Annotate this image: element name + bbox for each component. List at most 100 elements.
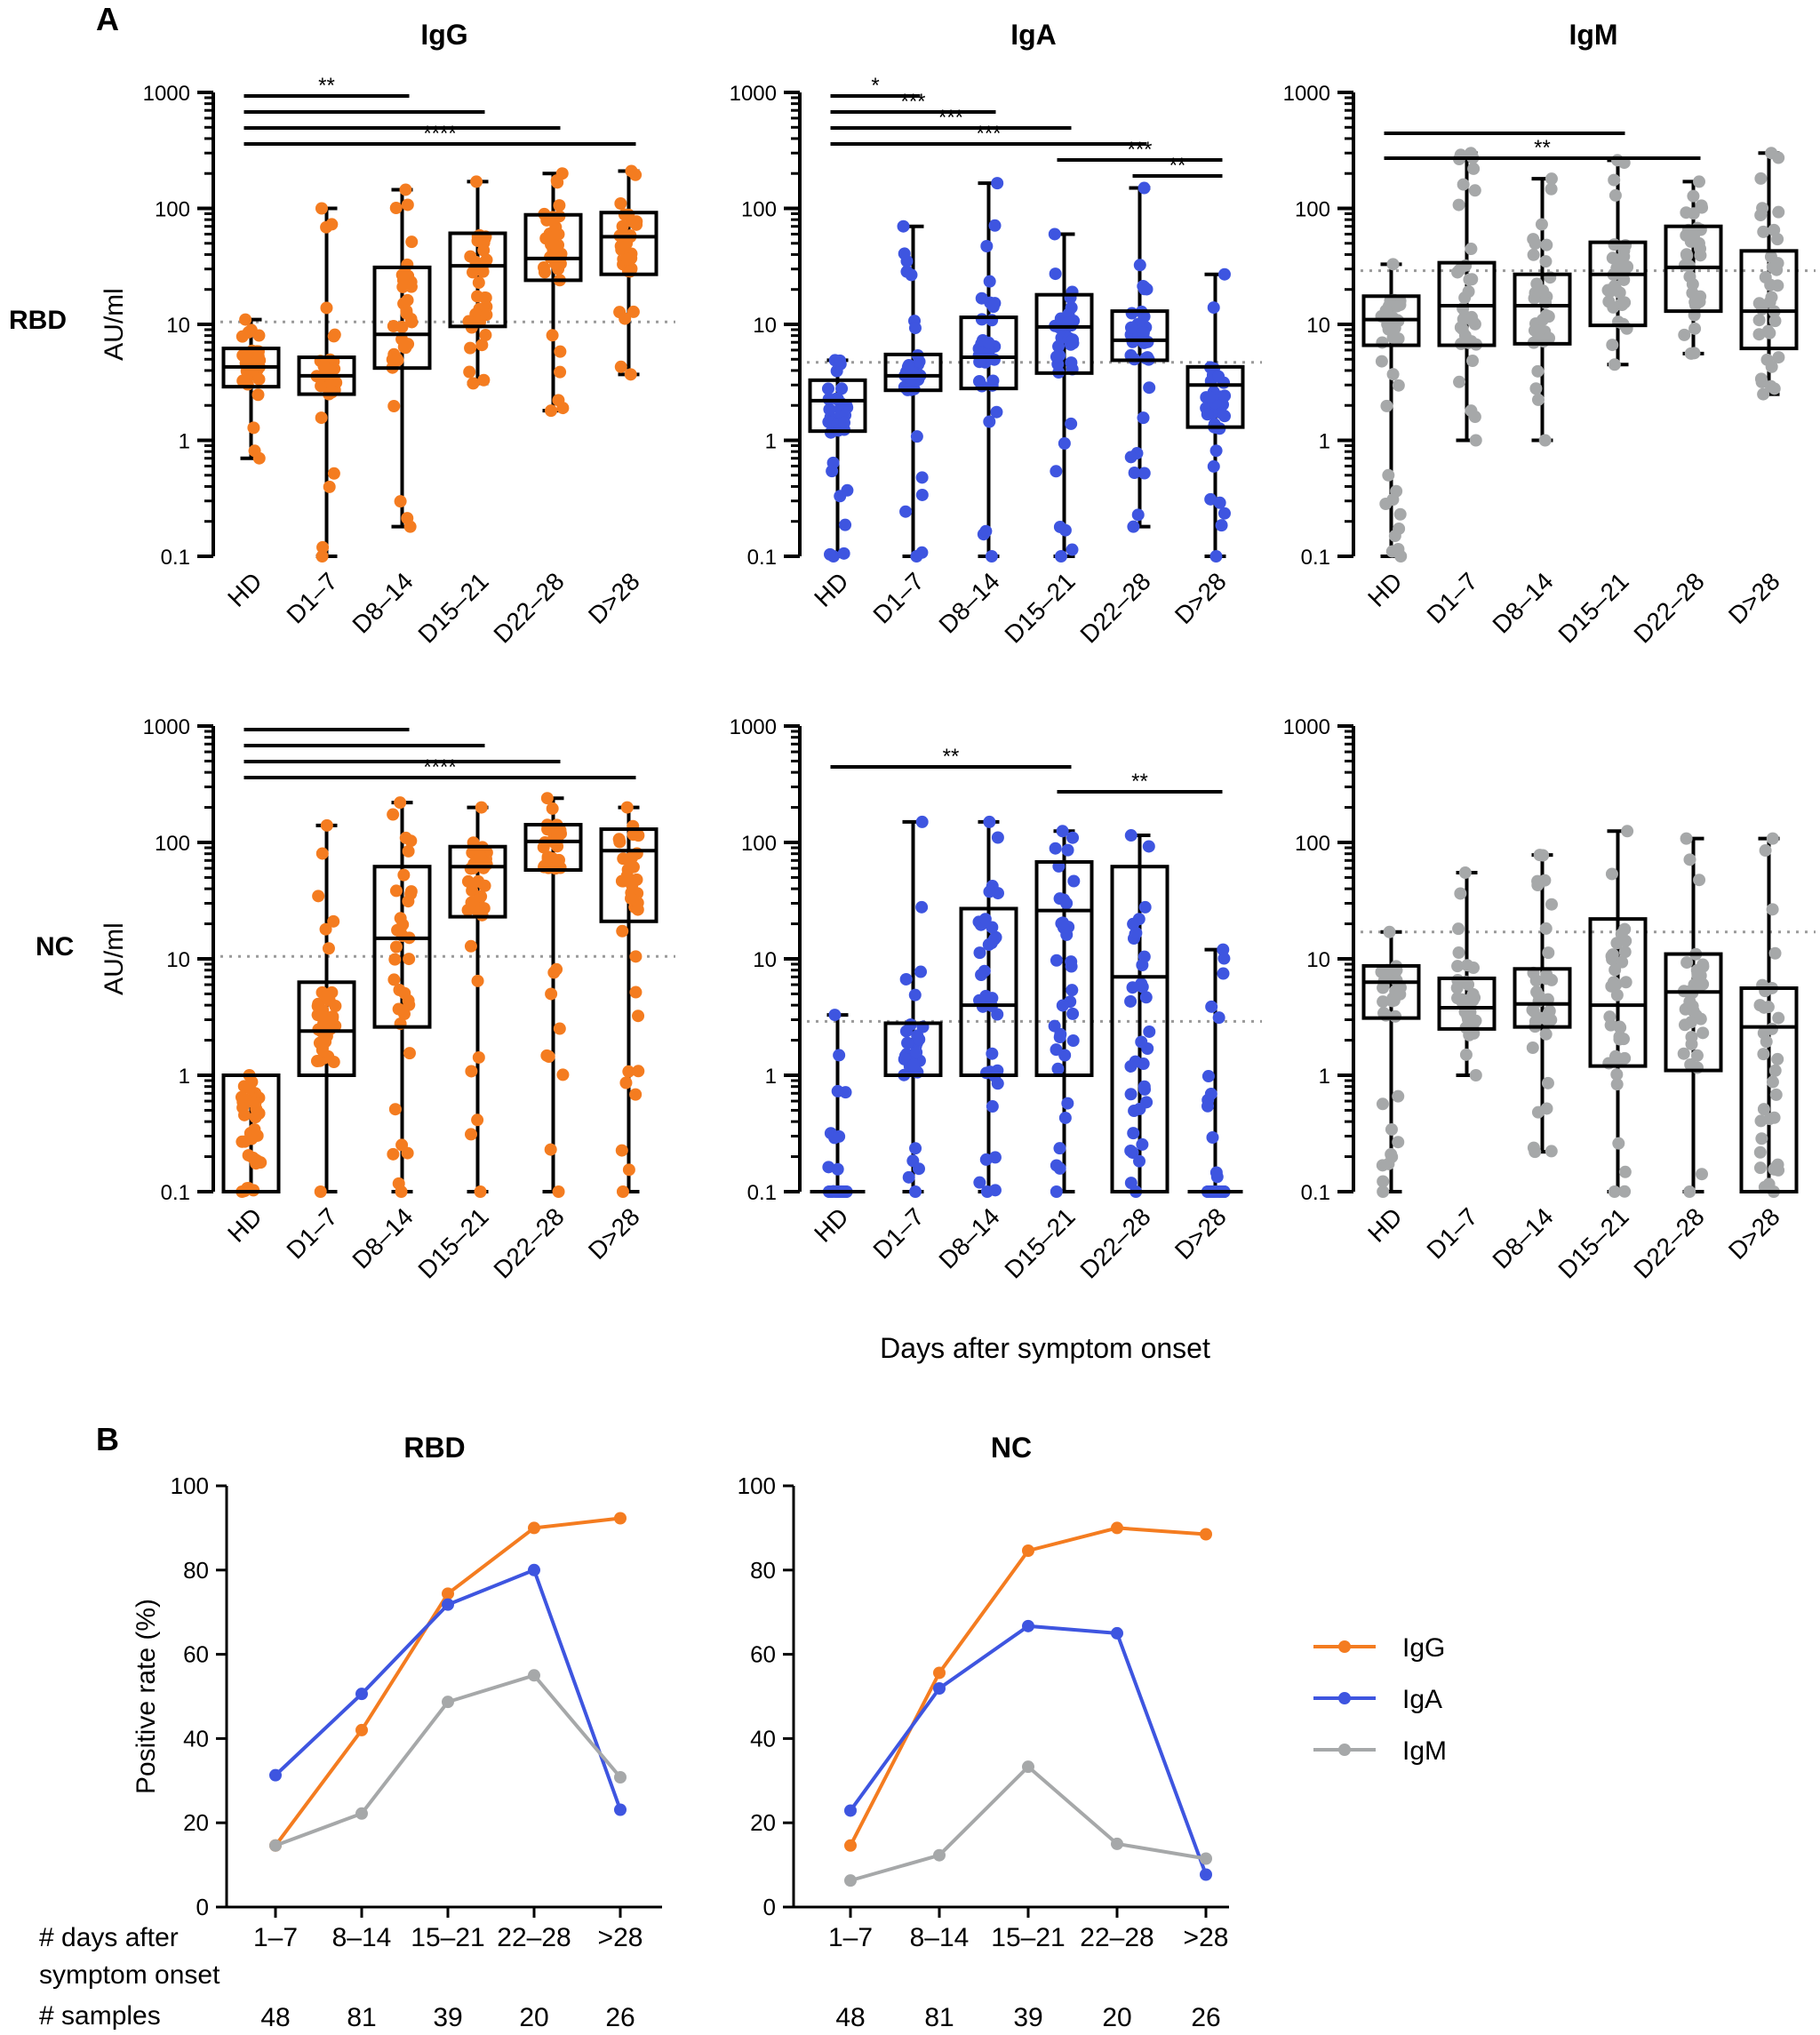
data-point — [625, 214, 638, 227]
data-point — [1451, 992, 1465, 1005]
x-tick-label: D8–14 — [1487, 1202, 1558, 1273]
data-point — [1062, 307, 1075, 321]
data-point — [1605, 283, 1618, 297]
sample-count: 81 — [347, 2003, 376, 2032]
data-point — [908, 988, 922, 1002]
data-point — [1066, 1007, 1080, 1020]
data-point — [552, 227, 565, 241]
significance-label: ** — [943, 745, 960, 769]
data-point — [1531, 364, 1545, 378]
data-point — [1377, 995, 1390, 1009]
data-point — [471, 290, 484, 303]
data-point — [1383, 925, 1396, 938]
data-point — [538, 260, 551, 274]
x-axis-label-line2: symptom onset — [39, 1960, 220, 1990]
data-point — [1066, 984, 1079, 997]
legend-marker-igg — [1338, 1640, 1351, 1653]
data-point — [1058, 436, 1071, 450]
data-point — [833, 1129, 846, 1143]
data-point — [1058, 1049, 1072, 1062]
y-tick-label: 1 — [1319, 1065, 1330, 1089]
data-point — [554, 365, 567, 379]
data-point — [975, 968, 988, 981]
data-point — [913, 355, 926, 368]
data-point — [1696, 1026, 1710, 1040]
data-point — [1768, 946, 1782, 960]
series-point-igm — [528, 1669, 540, 1682]
data-point — [402, 994, 415, 1007]
data-point — [248, 444, 261, 458]
data-point — [1606, 948, 1619, 962]
panel-label-a: A — [96, 1, 119, 37]
data-point — [909, 1142, 922, 1155]
data-point — [1529, 1015, 1542, 1028]
data-point — [1468, 184, 1481, 197]
data-point — [1066, 1034, 1080, 1048]
series-line-igg — [274, 1516, 621, 1847]
data-point — [1539, 972, 1553, 986]
data-point — [1618, 1185, 1632, 1198]
data-point — [1761, 1001, 1775, 1014]
data-point — [1376, 1097, 1389, 1111]
box-iqr — [1110, 865, 1169, 1194]
data-point — [614, 196, 627, 210]
data-point — [1529, 974, 1543, 987]
data-point — [629, 950, 643, 963]
chart-title: IgA — [1010, 19, 1057, 51]
data-point — [1377, 1185, 1390, 1198]
data-point — [1690, 1049, 1704, 1062]
y-tick-label: 1000 — [143, 82, 190, 106]
x-tick-label: D>28 — [583, 567, 645, 629]
data-point — [404, 312, 418, 325]
series-point-iga — [528, 1563, 540, 1576]
data-point — [632, 1010, 645, 1023]
data-point — [310, 1055, 323, 1068]
data-point — [1606, 251, 1619, 265]
data-point — [392, 1177, 405, 1190]
data-point — [546, 329, 559, 342]
data-point — [471, 1113, 484, 1127]
data-point — [1124, 348, 1138, 362]
box-iqr — [1739, 986, 1799, 1194]
series-line-igg — [849, 1526, 1207, 1847]
box-chart-3: 0.1 1 10 100 1000 AU/ml HD D1–7 D8–14D15–21D22–2… — [100, 715, 675, 1284]
data-point — [1138, 950, 1151, 963]
box-iqr — [1110, 309, 1169, 363]
data-point — [1618, 296, 1632, 309]
data-point — [1212, 1011, 1225, 1025]
y-tick-label: 100 — [155, 832, 190, 856]
data-point — [1688, 295, 1702, 308]
data-point — [975, 291, 988, 305]
data-point — [322, 942, 335, 955]
box-iqr — [523, 212, 583, 283]
data-point — [624, 368, 637, 381]
data-point — [235, 330, 249, 343]
data-point — [1541, 1076, 1554, 1089]
data-point — [627, 305, 640, 318]
box-iqr — [1185, 364, 1245, 429]
data-point — [1685, 1037, 1698, 1050]
series-point-igg — [844, 1839, 857, 1852]
data-point — [1755, 1132, 1768, 1145]
box-iqr — [1437, 976, 1497, 1031]
chart-title: RBD — [403, 1432, 465, 1464]
data-point — [550, 962, 563, 976]
y-tick-label: 1000 — [1283, 82, 1330, 106]
x-tick-label: 15–21 — [411, 1923, 484, 1952]
x-axis-label-line1: # days after — [39, 1923, 179, 1952]
data-point — [1772, 151, 1785, 164]
data-point — [1392, 543, 1405, 556]
series-point-igm — [614, 1771, 627, 1784]
data-point — [1539, 1027, 1553, 1041]
data-point — [1693, 874, 1706, 887]
data-point — [1545, 182, 1558, 196]
x-tick-label: D15–21 — [1553, 1202, 1633, 1283]
data-point — [475, 890, 488, 903]
y-tick-label: 0.1 — [161, 1181, 190, 1205]
x-tick-label: HD — [809, 567, 854, 612]
data-point — [1207, 459, 1220, 473]
data-point — [472, 906, 485, 919]
data-point — [1049, 267, 1062, 281]
data-point — [1603, 1010, 1616, 1024]
